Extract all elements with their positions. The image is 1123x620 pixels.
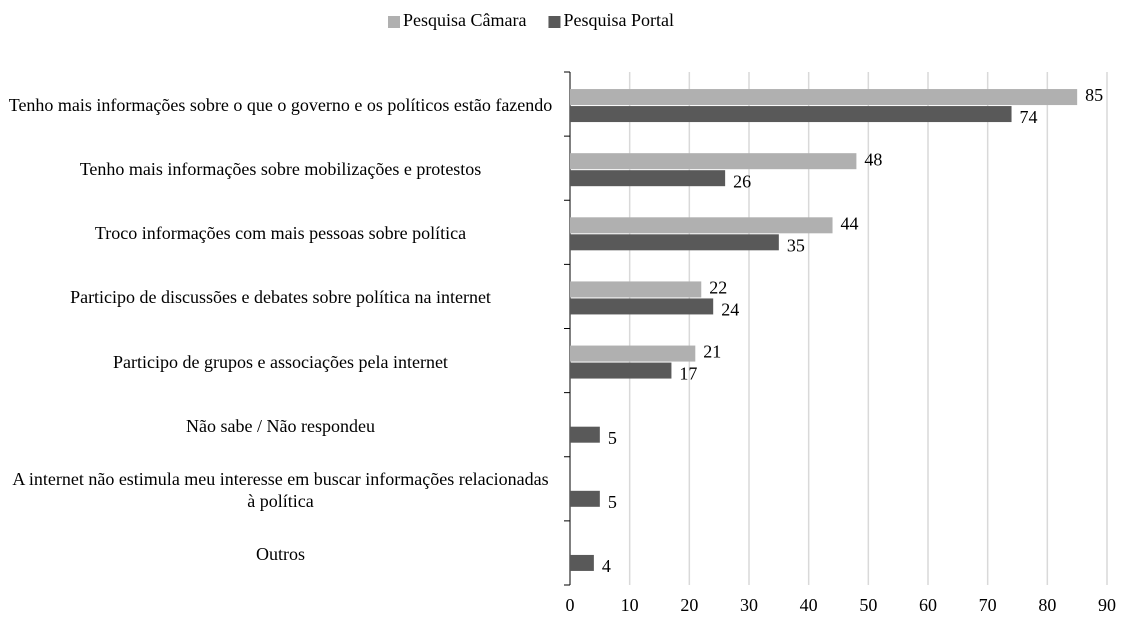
value-label: 5 <box>608 492 617 512</box>
value-label: 44 <box>841 213 859 233</box>
legend-label: Pesquisa Câmara <box>403 10 526 30</box>
bar <box>570 490 600 507</box>
bar <box>570 217 833 234</box>
y-tick-label: Não sabe / Não respondeu <box>186 415 375 436</box>
x-tick-label: 20 <box>680 595 698 615</box>
x-tick-label: 80 <box>1038 595 1056 615</box>
x-tick-label: 90 <box>1098 595 1116 615</box>
bar <box>570 362 672 379</box>
value-label: 35 <box>787 235 805 255</box>
value-label: 5 <box>608 428 617 448</box>
value-label: 26 <box>733 171 751 191</box>
y-tick-label: Participo de discussões e debates sobre … <box>70 287 491 308</box>
legend-swatch <box>388 16 400 28</box>
bar <box>570 345 696 362</box>
value-label: 4 <box>602 556 611 576</box>
bar <box>570 298 714 315</box>
bar <box>570 234 779 251</box>
value-label: 17 <box>679 364 697 384</box>
y-tick-label: A internet não estimula meu interesse em… <box>12 468 549 511</box>
y-tick-label: Participo de grupos e associações pela i… <box>113 351 448 372</box>
value-label: 85 <box>1085 85 1103 105</box>
x-tick-label: 0 <box>566 595 575 615</box>
x-tick-label: 50 <box>859 595 877 615</box>
bar <box>570 170 726 187</box>
y-tick-label: Troco informações com mais pessoas sobre… <box>94 223 467 244</box>
y-tick-label: Tenho mais informações sobre o que o gov… <box>8 95 553 116</box>
bar <box>570 281 702 298</box>
y-tick-label: Outros <box>256 543 305 564</box>
bar <box>570 426 600 443</box>
bar <box>570 106 1012 123</box>
legend-label: Pesquisa Portal <box>563 10 674 30</box>
x-tick-label: 30 <box>740 595 758 615</box>
value-label: 24 <box>721 300 739 320</box>
value-label: 21 <box>703 342 721 362</box>
legend-swatch <box>548 16 561 28</box>
value-label: 74 <box>1020 107 1038 127</box>
x-tick-label: 40 <box>800 595 818 615</box>
x-tick-label: 70 <box>979 595 997 615</box>
bar <box>570 554 594 571</box>
x-tick-label: 10 <box>621 595 639 615</box>
y-tick-label: Tenho mais informações sobre mobilizaçõe… <box>79 159 482 180</box>
value-label: 48 <box>864 149 882 169</box>
bar <box>570 153 857 170</box>
bar <box>570 89 1078 106</box>
x-tick-label: 60 <box>919 595 937 615</box>
value-label: 22 <box>709 278 727 298</box>
